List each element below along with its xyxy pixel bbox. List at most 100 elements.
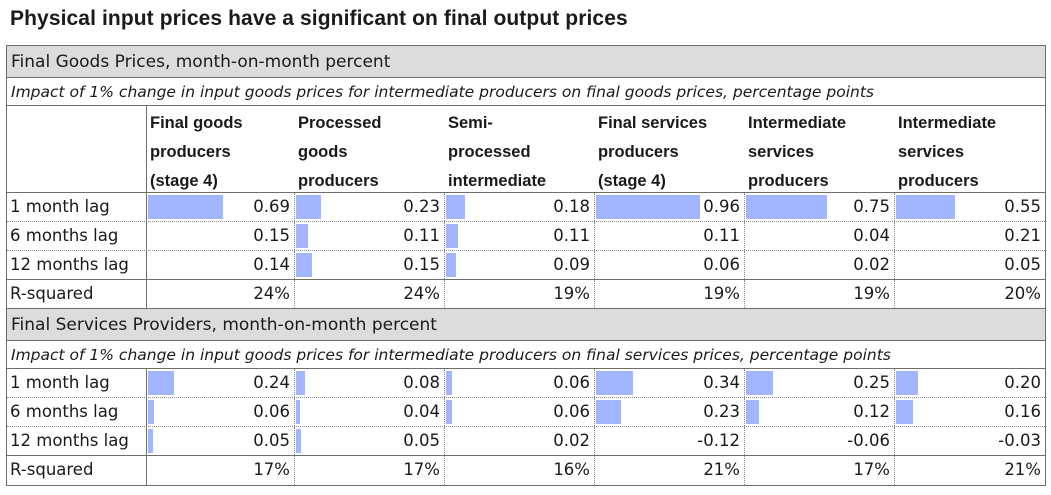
cell-value: 0.55	[1004, 197, 1041, 216]
value-bar	[296, 224, 308, 248]
cell-value: 21%	[703, 460, 740, 479]
cell-value: -0.03	[998, 431, 1041, 450]
cell-value: -0.12	[697, 431, 740, 450]
header-line: Semi-	[448, 114, 493, 132]
cell-value: 0.15	[253, 226, 290, 245]
value-cell: 0.05	[895, 251, 1045, 279]
cell-value: 19%	[853, 284, 890, 303]
table-row: 1 month lag 0.69 0.23 0.18 0.96 0.75 0.55	[7, 193, 1045, 222]
value-cell: -0.12	[595, 427, 745, 455]
column-header: Final services producers (stage 4)	[595, 106, 745, 192]
cell-value: -0.06	[847, 431, 890, 450]
table-row: 6 months lag 0.15 0.11 0.11 0.11 0.04 0.21	[7, 222, 1045, 251]
section-heading: Final Services Providers, month-on-month…	[7, 309, 1045, 341]
cell-value: 0.34	[703, 373, 740, 392]
cell-value: 0.02	[553, 431, 590, 450]
table-row: 1 month lag 0.24 0.08 0.06 0.34 0.25 0.20	[7, 369, 1045, 398]
value-bar	[296, 400, 300, 424]
value-bar	[746, 400, 759, 424]
value-cell: 0.23	[295, 193, 445, 221]
header-line: producers	[598, 143, 679, 161]
cell-value: 17%	[853, 460, 890, 479]
value-cell: 20%	[895, 280, 1045, 308]
column-header: Intermediate services producers	[895, 106, 1045, 192]
value-cell: 17%	[147, 456, 295, 485]
value-cell: 17%	[745, 456, 895, 485]
page-title: Physical input prices have a significant…	[10, 7, 628, 30]
value-cell: 21%	[895, 456, 1045, 485]
table-row: 12 months lag 0.14 0.15 0.09 0.06 0.02 0.05	[7, 251, 1045, 280]
row-label: 1 month lag	[7, 193, 147, 221]
value-cell: 0.06	[445, 398, 595, 426]
cell-value: 0.05	[1004, 255, 1041, 274]
r-squared-row: R-squared 17% 17% 16% 21% 17% 21%	[7, 456, 1045, 485]
value-bar	[896, 371, 918, 395]
value-bar	[746, 195, 827, 219]
table-row: 6 months lag 0.06 0.04 0.06 0.23 0.12 0.16	[7, 398, 1045, 427]
header-line: (stage 4)	[150, 172, 218, 190]
cell-value: 20%	[1004, 284, 1041, 303]
cell-value: 0.04	[853, 226, 890, 245]
table-row: 12 months lag 0.05 0.05 0.02 -0.12 -0.06 -0.03	[7, 427, 1045, 456]
value-cell: 0.23	[595, 398, 745, 426]
cell-value: 17%	[403, 460, 440, 479]
value-cell: 0.06	[147, 398, 295, 426]
value-cell: 0.25	[745, 369, 895, 397]
cell-value: 0.11	[553, 226, 590, 245]
cell-value: 0.24	[253, 373, 290, 392]
value-cell: 21%	[595, 456, 745, 485]
row-label: 12 months lag	[7, 251, 147, 279]
value-cell: 0.21	[895, 222, 1045, 250]
value-cell: 24%	[147, 280, 295, 308]
header-line: Final services	[598, 114, 708, 132]
cell-value: 0.02	[853, 255, 890, 274]
value-cell: 19%	[745, 280, 895, 308]
section-subheading: Impact of 1% change in input goods price…	[7, 78, 1045, 106]
header-line: services	[748, 143, 815, 161]
value-cell: 0.09	[445, 251, 595, 279]
cell-value: 0.08	[403, 373, 440, 392]
value-cell: 0.06	[595, 251, 745, 279]
value-cell: 0.11	[295, 222, 445, 250]
column-header: Processed goods producers	[295, 106, 445, 192]
header-line: services	[898, 143, 965, 161]
value-cell: 0.02	[445, 427, 595, 455]
value-bar	[596, 400, 621, 424]
value-cell: 0.05	[295, 427, 445, 455]
cell-value: 0.11	[703, 226, 740, 245]
row-label: 1 month lag	[7, 369, 147, 397]
value-bar	[446, 253, 456, 277]
value-bar	[446, 224, 458, 248]
cell-value: 0.06	[253, 402, 290, 421]
value-bar	[896, 400, 913, 424]
cell-value: 0.23	[703, 402, 740, 421]
value-bar	[296, 371, 305, 395]
value-cell: -0.03	[895, 427, 1045, 455]
value-bar	[148, 195, 223, 219]
value-cell: 0.20	[895, 369, 1045, 397]
column-header: Intermediate services producers	[745, 106, 895, 192]
value-cell: 0.18	[445, 193, 595, 221]
value-cell: 0.15	[295, 251, 445, 279]
value-bar	[446, 371, 452, 395]
cell-value: 17%	[253, 460, 290, 479]
value-cell: 0.04	[745, 222, 895, 250]
value-cell: 0.15	[147, 222, 295, 250]
value-bar	[596, 195, 700, 219]
header-line: goods	[298, 143, 348, 161]
header-line: producers	[898, 172, 979, 190]
value-cell: 0.04	[295, 398, 445, 426]
cell-value: 0.09	[553, 255, 590, 274]
cell-value: 16%	[553, 460, 590, 479]
value-cell: 0.11	[595, 222, 745, 250]
header-line: producers	[298, 172, 379, 190]
cell-value: 0.06	[703, 255, 740, 274]
value-bar	[896, 195, 955, 219]
row-label: R-squared	[7, 456, 147, 485]
row-label: R-squared	[7, 280, 147, 308]
value-cell: 0.14	[147, 251, 295, 279]
cell-value: 0.16	[1004, 402, 1041, 421]
column-header-row: Final goods producers (stage 4) Processe…	[7, 106, 1045, 193]
impact-table: Final Goods Prices, month-on-month perce…	[6, 45, 1046, 486]
value-bar	[296, 253, 312, 277]
